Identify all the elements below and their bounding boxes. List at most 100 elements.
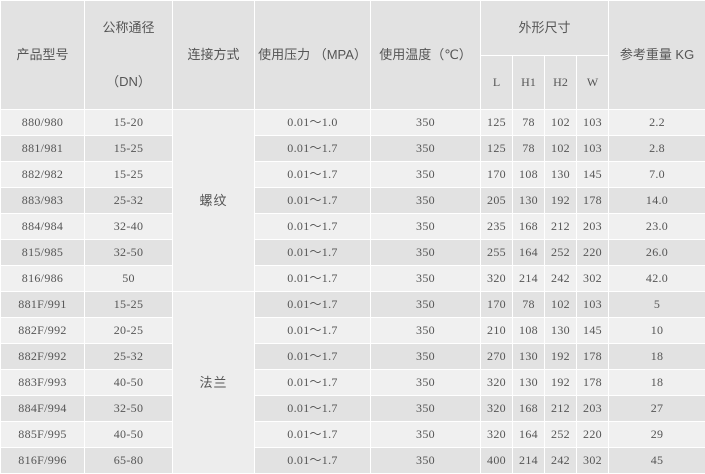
column-header-dim-h2: H2 [545,55,577,110]
cell-h1: 108 [513,318,545,344]
cell-temp: 350 [371,162,481,188]
cell-l: 205 [481,188,513,214]
cell-h2: 130 [545,162,577,188]
column-header-pressure: 使用压力 （MPA） [255,1,371,110]
cell-pressure: 0.01～1.7 [255,136,371,162]
cell-w: 220 [577,240,609,266]
cell-weight: 10 [609,318,705,344]
cell-dn: 50 [85,266,173,292]
cell-w: 302 [577,266,609,292]
cell-model: 882F/992 [1,344,85,370]
cell-pressure: 0.01～1.7 [255,448,371,474]
cell-pressure: 0.01～1.7 [255,214,371,240]
cell-h1: 108 [513,162,545,188]
cell-model: 884F/994 [1,396,85,422]
cell-h2: 102 [545,292,577,318]
cell-h1: 130 [513,188,545,214]
column-header-nominal-diameter: 公称通径（DN） [85,1,173,110]
cell-h1: 214 [513,266,545,292]
cell-dn: 15-20 [85,110,173,136]
cell-weight: 2.2 [609,110,705,136]
cell-dn: 25-32 [85,188,173,214]
cell-temp: 350 [371,110,481,136]
cell-connection-type: 法兰 [173,292,255,474]
cell-h2: 212 [545,396,577,422]
cell-temp: 350 [371,370,481,396]
cell-weight: 5 [609,292,705,318]
cell-h2: 242 [545,448,577,474]
column-header-dim-l: L [481,55,513,110]
column-header-dimensions-group: 外形尺寸 [481,1,609,56]
cell-w: 178 [577,370,609,396]
cell-temp: 350 [371,214,481,240]
cell-l: 235 [481,214,513,240]
cell-temp: 350 [371,266,481,292]
cell-model: 880/980 [1,110,85,136]
cell-dn: 25-32 [85,344,173,370]
cell-w: 103 [577,110,609,136]
cell-h1: 164 [513,240,545,266]
cell-temp: 350 [371,318,481,344]
cell-l: 320 [481,266,513,292]
cell-h2: 252 [545,422,577,448]
cell-weight: 42.0 [609,266,705,292]
cell-weight: 14.0 [609,188,705,214]
cell-weight: 18 [609,370,705,396]
cell-dn: 65-80 [85,448,173,474]
cell-temp: 350 [371,396,481,422]
cell-l: 400 [481,448,513,474]
column-header-connection: 连接方式 [173,1,255,110]
cell-h2: 252 [545,240,577,266]
cell-pressure: 0.01～1.7 [255,188,371,214]
cell-w: 302 [577,448,609,474]
cell-w: 203 [577,396,609,422]
column-header-dim-w: W [577,55,609,110]
cell-dn: 32-40 [85,214,173,240]
cell-h1: 130 [513,344,545,370]
cell-l: 320 [481,370,513,396]
cell-w: 103 [577,292,609,318]
cell-w: 220 [577,422,609,448]
cell-h2: 192 [545,344,577,370]
cell-weight: 29 [609,422,705,448]
cell-model: 883F/993 [1,370,85,396]
cell-h2: 212 [545,214,577,240]
cell-pressure: 0.01～1.7 [255,422,371,448]
cell-weight: 45 [609,448,705,474]
cell-weight: 27 [609,396,705,422]
column-header-dim-h1: H1 [513,55,545,110]
cell-h1: 78 [513,136,545,162]
cell-dn: 32-50 [85,396,173,422]
cell-l: 320 [481,422,513,448]
cell-pressure: 0.01～1.7 [255,162,371,188]
cell-l: 255 [481,240,513,266]
column-header-weight: 参考重量 KG [609,1,705,110]
cell-h2: 102 [545,110,577,136]
cell-pressure: 0.01～1.7 [255,344,371,370]
cell-model: 881/981 [1,136,85,162]
cell-h1: 78 [513,292,545,318]
cell-dn: 20-25 [85,318,173,344]
cell-temp: 350 [371,136,481,162]
cell-model: 883/983 [1,188,85,214]
cell-model: 815/985 [1,240,85,266]
cell-weight: 18 [609,344,705,370]
cell-l: 210 [481,318,513,344]
cell-pressure: 0.01～1.7 [255,266,371,292]
cell-w: 145 [577,162,609,188]
cell-h2: 192 [545,188,577,214]
cell-h1: 214 [513,448,545,474]
column-header-temperature: 使用温度（℃） [371,1,481,110]
cell-h1: 164 [513,422,545,448]
cell-h1: 130 [513,370,545,396]
cell-h1: 78 [513,110,545,136]
